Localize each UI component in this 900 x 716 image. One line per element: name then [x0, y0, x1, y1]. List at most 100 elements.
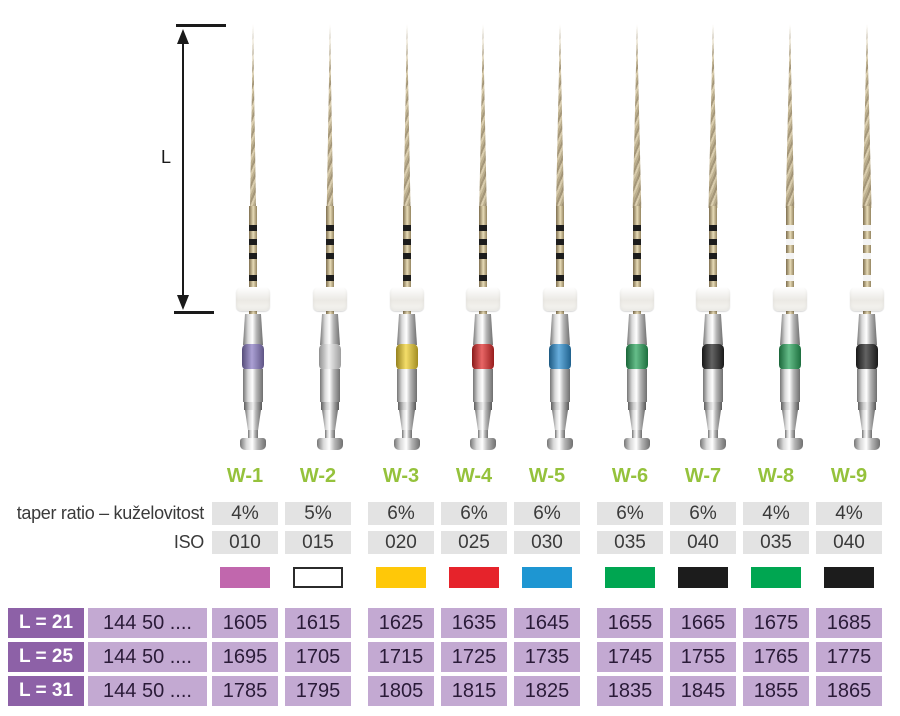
handle-stem	[862, 430, 872, 439]
handle-body	[627, 369, 647, 402]
length-row-header: L = 21	[8, 608, 84, 638]
color-swatch-w-9	[824, 567, 874, 588]
shaft-ring	[326, 225, 334, 231]
handle-base	[777, 438, 803, 450]
order-code-w-2: 1705	[285, 642, 351, 672]
order-code-prefix: 144 50 ....	[88, 676, 207, 706]
order-code-w-8: 1765	[743, 642, 809, 672]
silicone-stopper	[313, 287, 347, 311]
handle-facet	[245, 410, 261, 430]
instrument-w-2	[308, 18, 352, 454]
handle-color-band	[319, 344, 341, 370]
handle-stem	[708, 430, 718, 439]
length-row-header: L = 31	[8, 676, 84, 706]
product-header-w-3: W-3	[382, 465, 420, 487]
shaft-ring	[633, 253, 641, 259]
handle-facet	[475, 410, 491, 430]
taper-cell-w-4: 6%	[441, 502, 507, 525]
iso-cell-w-1: 010	[212, 531, 278, 554]
handle-stem	[555, 430, 565, 439]
handle-facet	[552, 410, 568, 430]
taper-cell-w-5: 6%	[514, 502, 580, 525]
order-code-prefix: 144 50 ....	[88, 642, 207, 672]
handle-ridge	[321, 402, 339, 410]
shaft-ring	[786, 225, 794, 231]
instrument-w-3	[385, 18, 429, 454]
iso-row-label: ISO	[173, 532, 204, 552]
shaft-ring	[326, 275, 334, 281]
handle-top	[397, 314, 417, 345]
color-swatch-w-4	[449, 567, 499, 588]
instrument-w-6	[615, 18, 659, 454]
order-code-w-2: 1795	[285, 676, 351, 706]
length-row-header: L = 25	[8, 642, 84, 672]
handle-top	[320, 314, 340, 345]
handle-stem	[248, 430, 258, 439]
shaft-ring	[863, 225, 871, 231]
handle-facet	[782, 410, 798, 430]
shaft-ring	[403, 253, 411, 259]
handle-top	[473, 314, 493, 345]
handle-body	[857, 369, 877, 402]
file-shaft	[633, 206, 641, 318]
file-shaft	[403, 206, 411, 318]
arrow-down-icon	[177, 295, 189, 310]
handle-body	[320, 369, 340, 402]
silicone-stopper	[620, 287, 654, 311]
taper-ratio-row-label: taper ratio – kuželovitost	[16, 503, 205, 523]
handle-stem	[478, 430, 488, 439]
handle-facet	[629, 410, 645, 430]
silicone-stopper	[390, 287, 424, 311]
shaft-ring	[326, 239, 334, 245]
product-header-w-4: W-4	[455, 465, 493, 487]
taper-cell-w-7: 6%	[670, 502, 736, 525]
taper-cell-w-1: 4%	[212, 502, 278, 525]
color-swatch-w-5	[522, 567, 572, 588]
order-code-w-4: 1815	[441, 676, 507, 706]
order-code-w-6: 1655	[597, 608, 663, 638]
shaft-ring	[479, 253, 487, 259]
handle-stem	[632, 430, 642, 439]
handle-top	[550, 314, 570, 345]
handle-stem	[325, 430, 335, 439]
silicone-stopper	[543, 287, 577, 311]
order-code-w-1: 1695	[212, 642, 278, 672]
shaft-ring	[863, 253, 871, 259]
silicone-stopper	[236, 287, 270, 311]
shaft-ring	[863, 275, 871, 281]
order-code-w-9: 1775	[816, 642, 882, 672]
handle-color-band	[779, 344, 801, 370]
iso-cell-w-5: 030	[514, 531, 580, 554]
shaft-ring	[633, 275, 641, 281]
file-shaft	[786, 206, 794, 318]
order-code-w-3: 1625	[368, 608, 434, 638]
silicone-stopper	[773, 287, 807, 311]
handle-ridge	[628, 402, 646, 410]
handle-body	[703, 369, 723, 402]
handle-ridge	[704, 402, 722, 410]
shaft-ring	[479, 225, 487, 231]
handle-stem	[785, 430, 795, 439]
handle-ridge	[781, 402, 799, 410]
dimension-bottom-tick	[174, 311, 214, 314]
color-swatch-w-8	[751, 567, 801, 588]
handle-body	[243, 369, 263, 402]
iso-cell-w-3: 020	[368, 531, 434, 554]
file-shaft	[249, 206, 257, 318]
handle-top	[780, 314, 800, 345]
shaft-ring	[326, 253, 334, 259]
file-flute	[249, 24, 257, 208]
order-code-w-5: 1735	[514, 642, 580, 672]
shaft-ring	[403, 275, 411, 281]
handle-color-band	[702, 344, 724, 370]
handle-facet	[705, 410, 721, 430]
arrow-up-icon	[177, 29, 189, 44]
shaft-ring	[249, 275, 257, 281]
instrument-w-5	[538, 18, 582, 454]
handle-ridge	[474, 402, 492, 410]
shaft-ring	[403, 239, 411, 245]
instrument-w-7	[691, 18, 735, 454]
order-code-w-4: 1635	[441, 608, 507, 638]
shaft-ring	[556, 275, 564, 281]
